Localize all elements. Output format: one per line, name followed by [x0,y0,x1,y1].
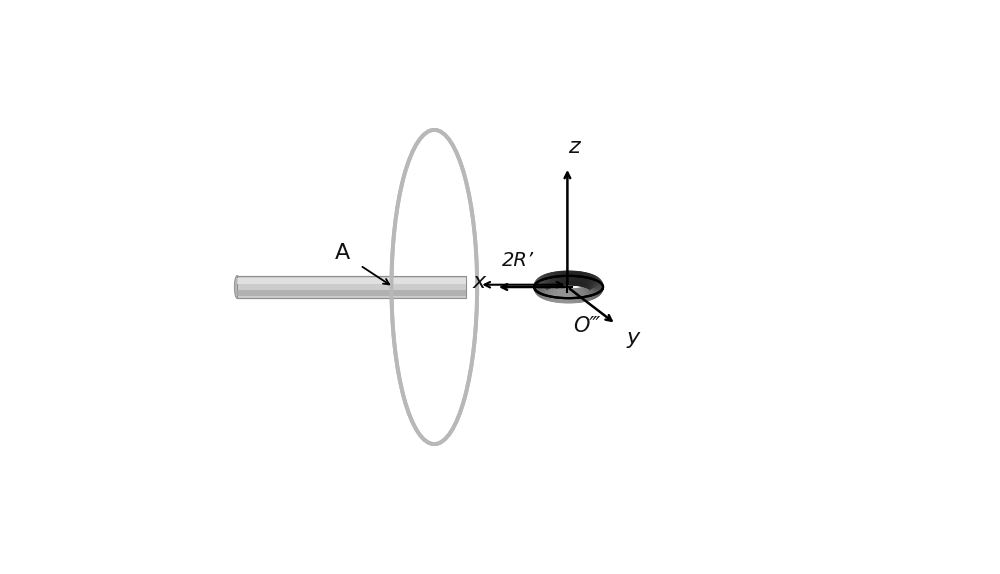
Text: z: z [568,137,580,157]
Ellipse shape [391,130,477,444]
Polygon shape [237,290,466,296]
Polygon shape [237,278,466,284]
Polygon shape [237,278,466,284]
Polygon shape [534,276,603,298]
Text: y: y [626,328,639,347]
Text: A: A [335,243,351,263]
Polygon shape [237,276,466,298]
Polygon shape [237,276,466,298]
Text: 2R’: 2R’ [502,251,534,270]
Text: x: x [473,273,486,292]
Text: O‴: O‴ [573,316,600,336]
Ellipse shape [234,276,240,298]
Polygon shape [237,290,466,296]
